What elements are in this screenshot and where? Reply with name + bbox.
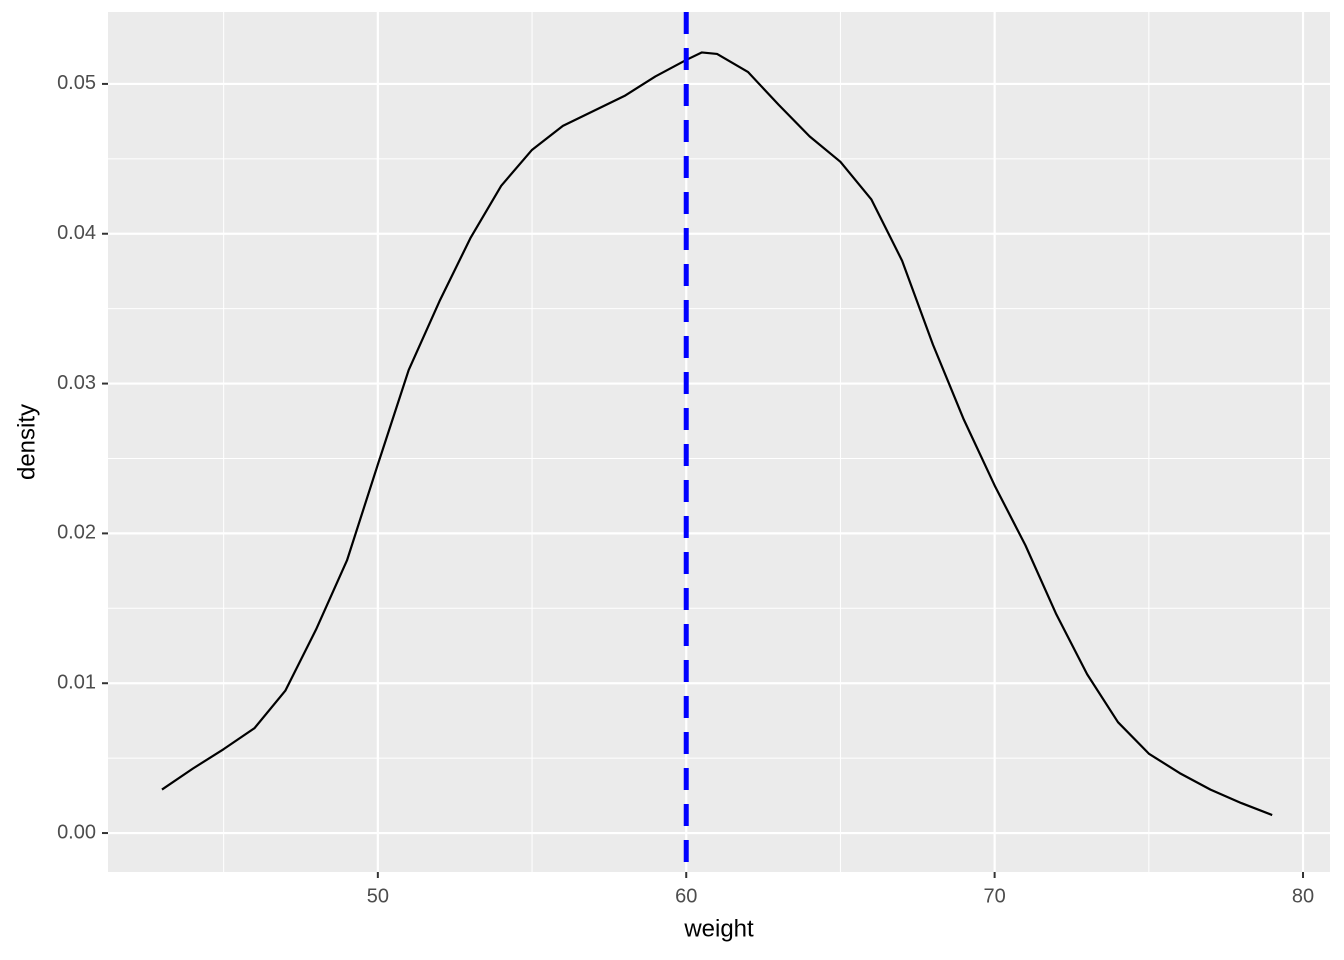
- y-tick-label: 0.03: [57, 372, 96, 394]
- y-tick-label: 0.02: [57, 522, 96, 544]
- y-tick-label: 0.05: [57, 72, 96, 94]
- x-axis-label: weight: [683, 915, 754, 942]
- x-tick-label: 60: [675, 885, 697, 907]
- x-tick-label: 80: [1292, 885, 1314, 907]
- density-line: [161, 51, 1273, 817]
- x-tick-label: 70: [983, 885, 1005, 907]
- y-tick-label: 0.04: [57, 222, 96, 244]
- y-axis-label: density: [13, 404, 40, 480]
- x-tick-label: 50: [367, 885, 389, 907]
- panel: [108, 12, 1330, 872]
- y-tick-label: 0.00: [57, 821, 96, 843]
- y-tick-label: 0.01: [57, 672, 96, 694]
